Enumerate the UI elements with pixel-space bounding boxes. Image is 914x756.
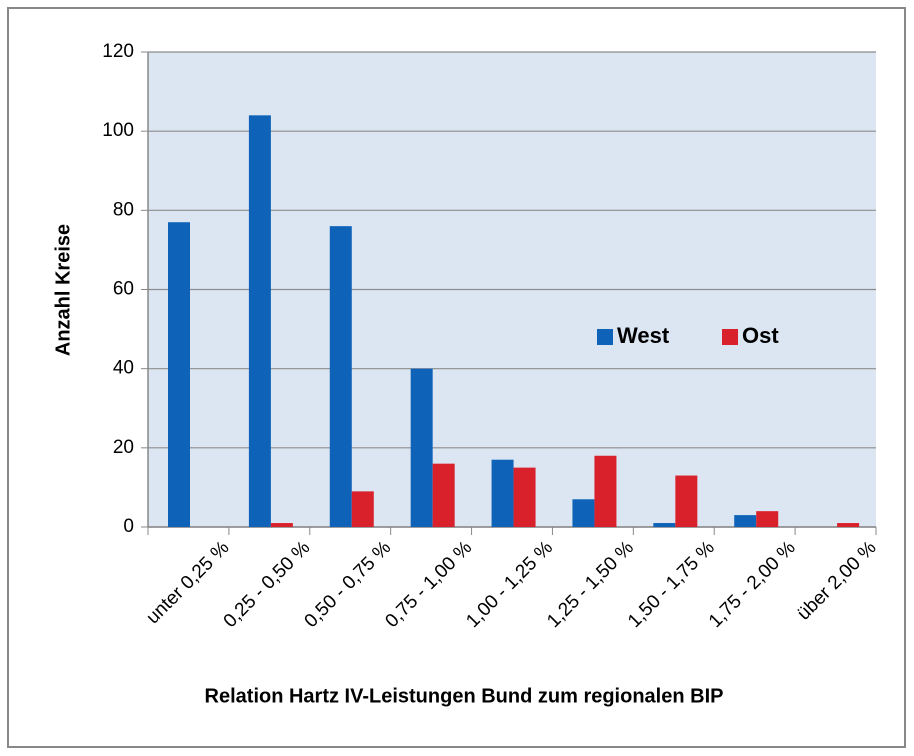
bar: [248, 115, 271, 527]
y-tick-label: 0: [123, 516, 134, 537]
bar: [594, 455, 617, 527]
y-tick-label: 80: [113, 199, 134, 220]
y-tick-label: 60: [113, 279, 134, 300]
bar: [491, 459, 514, 527]
bar: [351, 491, 374, 527]
bar: [734, 515, 757, 527]
bar: [513, 467, 536, 527]
y-tick-label: 20: [113, 437, 134, 458]
bar: [837, 523, 860, 527]
bar: [675, 475, 698, 527]
legend-label: West: [617, 323, 670, 348]
bar: [572, 499, 595, 527]
y-axis-label: Anzahl Kreise: [52, 224, 74, 356]
y-tick-label: 120: [102, 41, 134, 62]
y-tick-label: 40: [113, 358, 134, 379]
legend-label: Ost: [742, 323, 779, 348]
bar: [329, 226, 352, 527]
bar: [410, 368, 433, 527]
bar: [756, 511, 779, 527]
x-axis-label: Relation Hartz IV-Leistungen Bund zum re…: [205, 685, 724, 707]
bar: [270, 523, 293, 527]
bar: [653, 523, 676, 527]
y-tick-label: 100: [102, 120, 134, 141]
bar: [432, 463, 455, 527]
bar: [168, 222, 190, 528]
legend-swatch: [597, 329, 613, 345]
legend-swatch: [722, 329, 738, 345]
